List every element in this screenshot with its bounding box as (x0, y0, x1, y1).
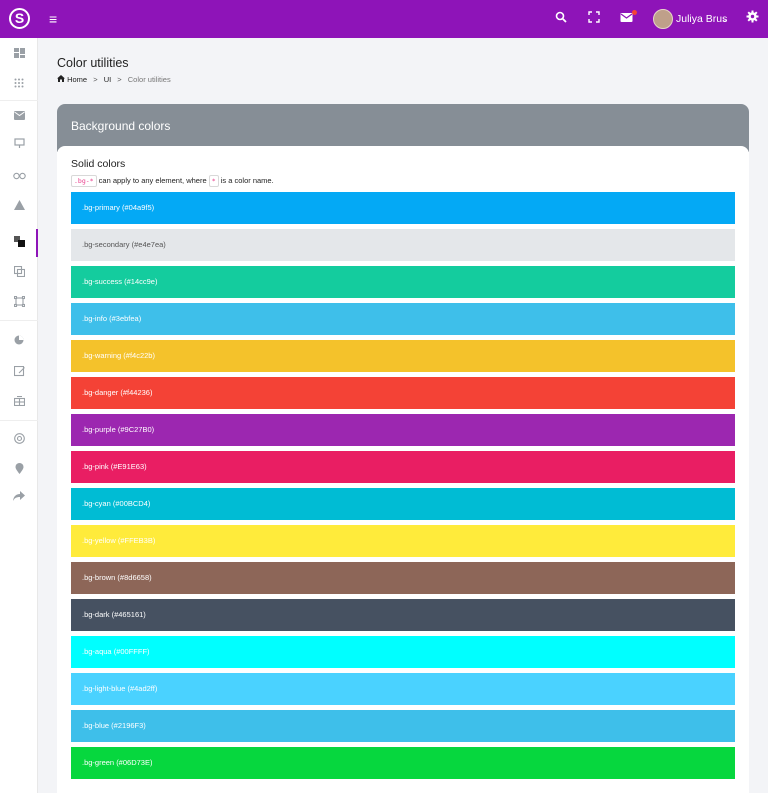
section-subtitle: Solid colors (71, 158, 126, 170)
chevron-down-icon[interactable]: ⌄ (721, 14, 729, 24)
card-title: Background colors (71, 119, 171, 133)
breadcrumb-home[interactable]: Home (67, 75, 88, 84)
card-body: Solid colors .bg-* can apply to any elem… (57, 146, 749, 793)
breadcrumb-current: Color utilities (127, 75, 171, 84)
color-swatch: .bg-brown (#8d6658) (71, 562, 735, 594)
color-swatch: .bg-pink (#E91E63) (71, 451, 735, 483)
color-swatch: .bg-dark (#465161) (71, 599, 735, 631)
color-swatch: .bg-primary (#04a9f5) (71, 192, 735, 224)
sidebar-divider (0, 320, 38, 321)
transform-icon[interactable] (0, 295, 38, 311)
color-swatch: .bg-purple (#9C27B0) (71, 414, 735, 446)
home-icon[interactable] (57, 75, 67, 84)
mail-icon[interactable] (0, 110, 38, 124)
color-swatch: .bg-green (#06D73E) (71, 747, 735, 779)
fullscreen-icon[interactable] (588, 9, 600, 27)
notification-dot (632, 10, 637, 15)
breadcrumb-ui[interactable]: UI (103, 75, 112, 84)
presentation-icon[interactable] (0, 138, 38, 153)
desc-text: can apply to any element, where (96, 176, 209, 185)
apps-grid-icon[interactable] (0, 78, 38, 92)
copy-icon[interactable] (0, 265, 38, 281)
page-title: Color utilities (57, 56, 129, 70)
color-swatch: .bg-info (#3ebfea) (71, 303, 735, 335)
sidebar-active-indicator (36, 229, 38, 257)
dashboard-icon[interactable] (0, 48, 38, 62)
sidebar (0, 38, 38, 793)
infinity-icon[interactable] (0, 170, 38, 184)
background-colors-card: Background colors Solid colors .bg-* can… (57, 104, 749, 793)
triangle-icon[interactable] (0, 200, 38, 214)
color-swatch: .bg-light-blue (#4ad2ff) (71, 673, 735, 705)
pie-chart-icon[interactable] (0, 335, 38, 349)
color-swatch: .bg-cyan (#00BCD4) (71, 488, 735, 520)
brand-logo[interactable]: S (9, 8, 30, 29)
table-icon[interactable] (0, 395, 38, 410)
code-snippet: .bg-* (71, 175, 97, 188)
pin-icon[interactable] (0, 463, 38, 478)
color-swatch: .bg-danger (#f44236) (71, 377, 735, 409)
color-utilities-icon[interactable] (0, 236, 38, 251)
color-swatch: .bg-success (#14cc9e) (71, 266, 735, 298)
breadcrumb-separator: > (117, 75, 122, 84)
color-swatch: .bg-blue (#2196F3) (71, 710, 735, 742)
color-swatch: .bg-aqua (#00FFFF) (71, 636, 735, 668)
edit-icon[interactable] (0, 365, 38, 381)
target-icon[interactable] (0, 433, 38, 448)
sidebar-divider (0, 420, 38, 421)
settings-gear-icon[interactable] (746, 9, 759, 27)
menu-toggle-icon[interactable]: ≡ (49, 11, 58, 27)
share-icon[interactable] (0, 491, 38, 505)
section-description: .bg-* can apply to any element, where * … (71, 175, 274, 188)
desc-text: is a color name. (218, 176, 274, 185)
breadcrumb-separator: > (93, 75, 98, 84)
search-icon[interactable] (555, 9, 567, 27)
code-snippet: * (208, 175, 219, 188)
swatch-list: .bg-primary (#04a9f5) .bg-secondary (#e4… (71, 192, 735, 784)
user-name[interactable]: Juliya Brus (676, 13, 728, 25)
color-swatch: .bg-secondary (#e4e7ea) (71, 229, 735, 261)
sidebar-divider (0, 100, 38, 101)
card-header: Background colors (57, 104, 749, 152)
breadcrumb: Home > UI > Color utilities (57, 75, 171, 85)
color-swatch: .bg-yellow (#FFEB3B) (71, 525, 735, 557)
mail-icon[interactable] (620, 9, 633, 27)
avatar[interactable] (653, 9, 673, 29)
color-swatch: .bg-warning (#f4c22b) (71, 340, 735, 372)
top-navbar: S ≡ Juliya Brus ⌄ (0, 0, 768, 38)
